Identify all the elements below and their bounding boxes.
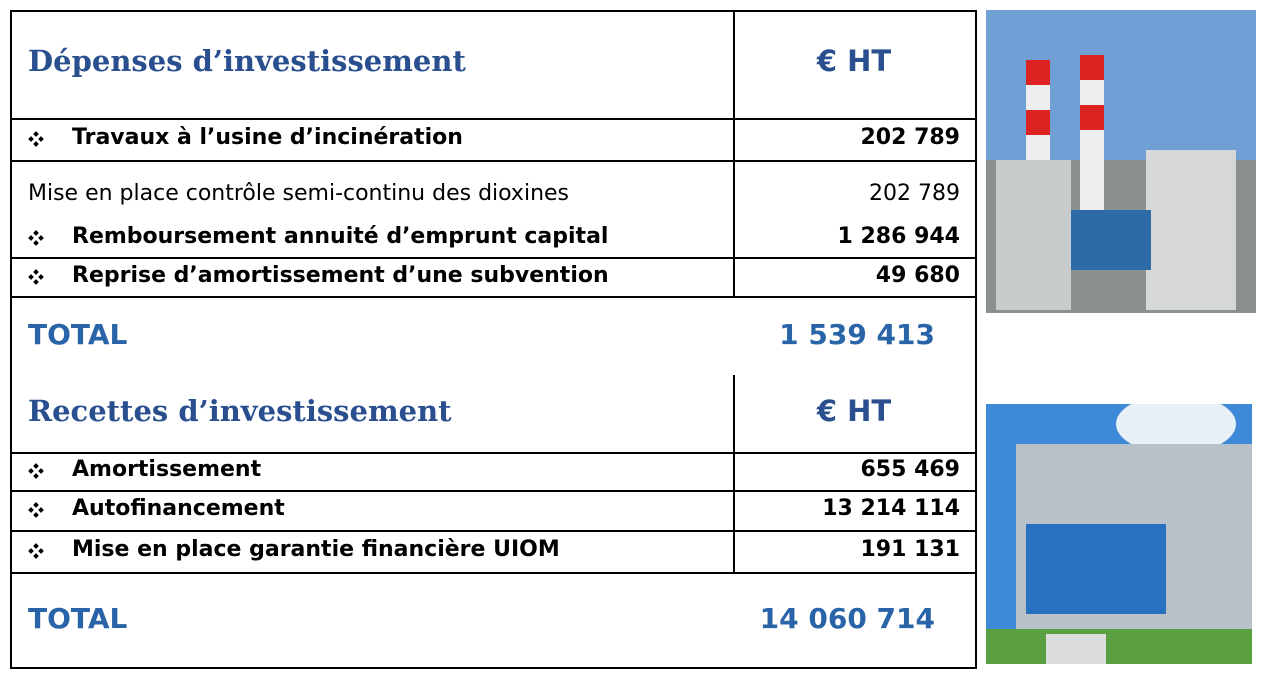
bullet: [28, 543, 44, 559]
total-label: TOTAL: [28, 317, 128, 351]
rule: [733, 375, 735, 572]
rule: [10, 572, 977, 574]
row-label: Amortissement: [72, 457, 262, 482]
row-amount: 655 469: [860, 457, 960, 482]
section-title: Recettes d’investissement: [28, 393, 452, 428]
rule: [10, 296, 977, 298]
rule: [10, 490, 977, 492]
unit-header: € HT: [816, 44, 892, 78]
rule: [10, 160, 977, 162]
row-label: Autofinancement: [72, 496, 285, 521]
row-label: Mise en place contrôle semi-continu des …: [28, 181, 570, 206]
row-label: Reprise d’amortissement d’une subvention: [72, 262, 609, 288]
rule: [10, 257, 977, 259]
bullet: [28, 463, 44, 479]
bullet: [28, 229, 44, 246]
row-label: Mise en place garantie financière UIOM: [72, 537, 560, 562]
bullet: [28, 268, 44, 285]
rule: [975, 10, 977, 669]
total-label: TOTAL: [28, 602, 128, 635]
bullet: [28, 502, 44, 518]
photo-plant-chimneys: [986, 10, 1256, 313]
total-amount: 14 060 714: [759, 602, 935, 635]
rule: [10, 10, 12, 669]
row-label: Remboursement annuité d’emprunt capital: [72, 223, 609, 249]
rule: [733, 10, 735, 296]
rule: [10, 452, 977, 454]
bullet: [28, 131, 44, 147]
row-amount: 1 286 944: [837, 223, 960, 249]
total-amount: 1 539 413: [779, 317, 935, 351]
row-amount: 49 680: [875, 262, 960, 288]
row-amount: 202 789: [869, 181, 960, 206]
row-amount: 13 214 114: [822, 496, 960, 521]
row-label: Travaux à l’usine d’incinération: [72, 125, 463, 150]
unit-header: € HT: [816, 393, 892, 428]
section-title: Dépenses d’investissement: [28, 44, 466, 78]
row-amount: 202 789: [860, 125, 960, 150]
rule: [10, 10, 977, 12]
row-amount: 191 131: [860, 537, 960, 562]
photo-plant-building: [986, 404, 1252, 664]
rule: [10, 667, 977, 669]
rule: [10, 118, 977, 120]
rule: [10, 530, 977, 532]
